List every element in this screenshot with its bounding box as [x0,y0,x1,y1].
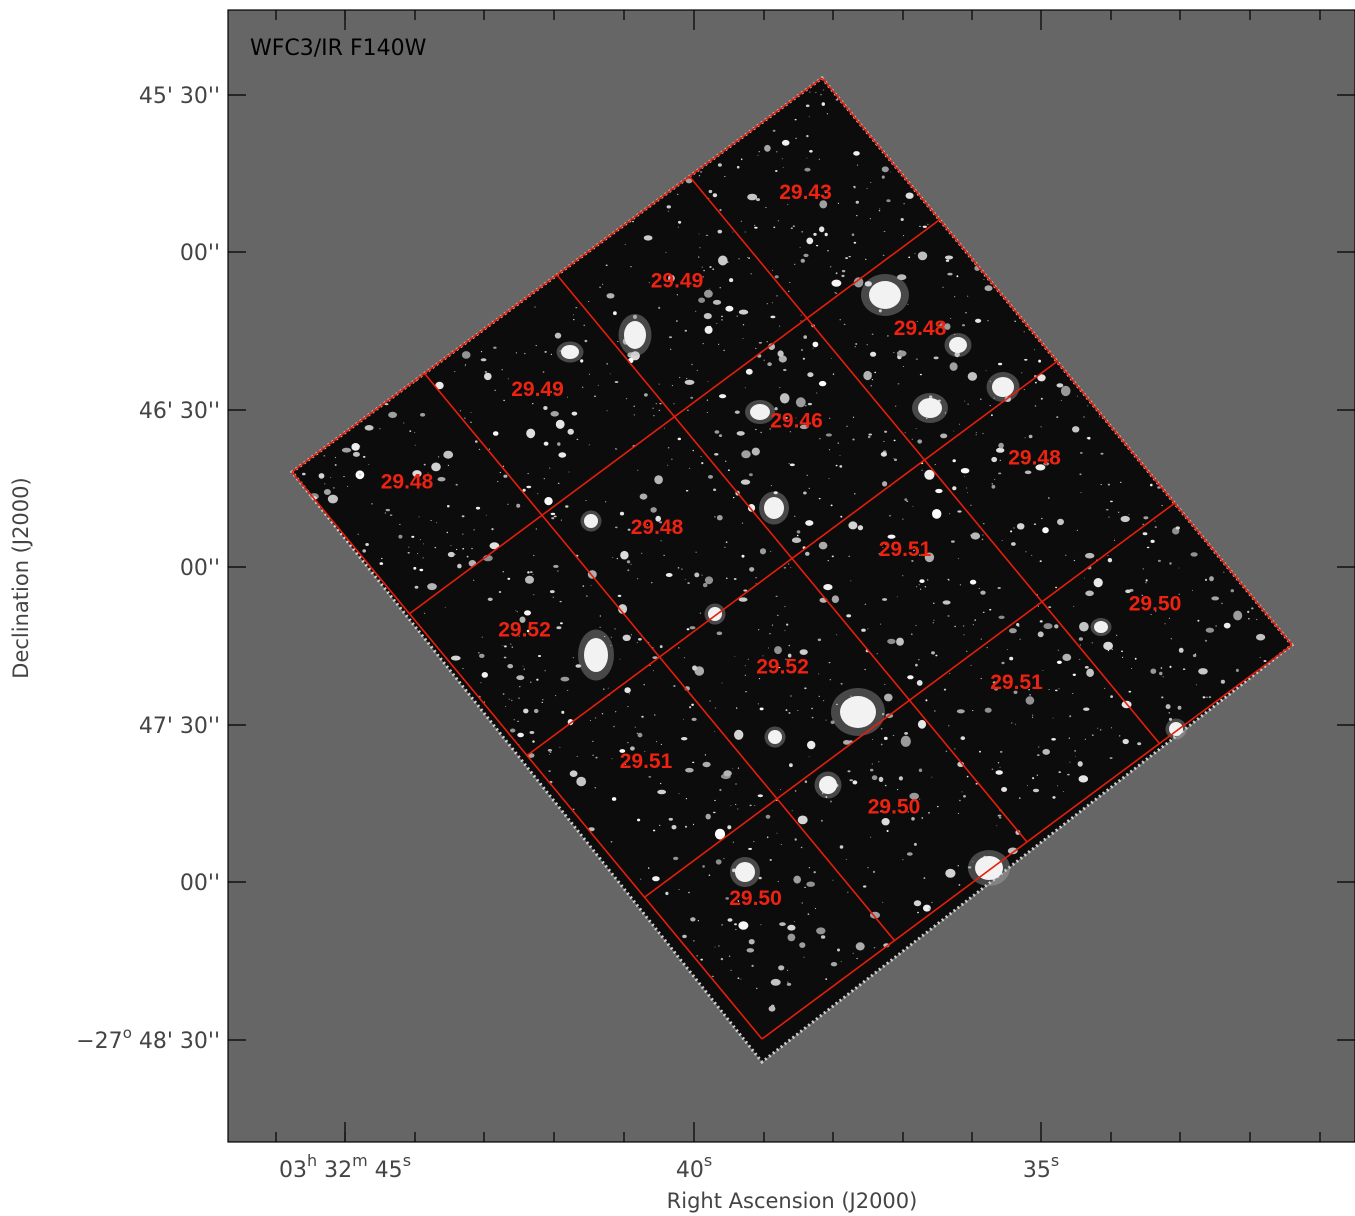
tile-depth-label: 29.51 [620,750,673,773]
y-tick-label: 00'' [180,556,220,581]
x-tick-label: 35s [1023,1151,1059,1183]
grid-line-along [556,274,1028,843]
tile-depth-label: 29.50 [1129,592,1182,615]
grid-line-along [291,471,763,1040]
tile-depth-label: 29.49 [511,378,564,401]
tile-depth-label: 29.48 [894,317,947,340]
x-tick-label: 03h 32m 45s [279,1151,411,1183]
grid-line-along [423,372,896,942]
x-tick-label: 40s [676,1151,712,1183]
tile-depth-label: 29.48 [631,516,684,539]
grid-line-across [761,644,1293,1040]
tile-depth-label: 29.49 [651,270,704,293]
grid-line-across [644,502,1175,898]
tile-depth-label: 29.46 [770,409,823,432]
panel-title: WFC3/IR F140W [250,36,427,61]
tile-depth-label: 29.51 [990,671,1043,694]
tile-depth-label: 29.50 [729,887,782,910]
y-axis-label: Declination (J2000) [9,477,33,678]
y-tick-label: 47' 30'' [139,714,220,739]
tile-depth-label: 29.51 [879,538,932,561]
y-tick-label: 00'' [180,871,220,896]
y-tick-label: 46' 30'' [139,399,220,424]
tile-depth-label: 29.50 [868,795,921,818]
y-tick-labels: 45' 30'' 00'' 46' 30'' 00'' 47' 30'' 00'' −27o… [76,84,220,1054]
x-tick-labels: 03h 32m 45s 40s 35s [279,1151,1059,1183]
galaxy-field [302,89,1267,1012]
tile-grid [291,77,1293,1040]
tile-depth-label: 29.48 [1008,447,1061,470]
y-tick-label: 00'' [180,241,220,266]
tile-depth-label: 29.52 [756,656,809,679]
x-axis-label: Right Ascension (J2000) [667,1189,918,1213]
axis-ticks [228,10,1355,1142]
y-tick-label: 45' 30'' [139,84,220,109]
tile-depth-labels: 29.43 29.48 29.48 29.50 29.49 29.46 29.51 29.51… [381,181,1182,910]
tile-depth-label: 29.52 [498,618,551,641]
tile-depth-label: 29.43 [779,181,832,204]
tile-depth-label: 29.48 [381,471,434,494]
mosaic-footprint [292,78,1292,1062]
y-tick-label: −27o 48' 30'' [76,1024,220,1054]
